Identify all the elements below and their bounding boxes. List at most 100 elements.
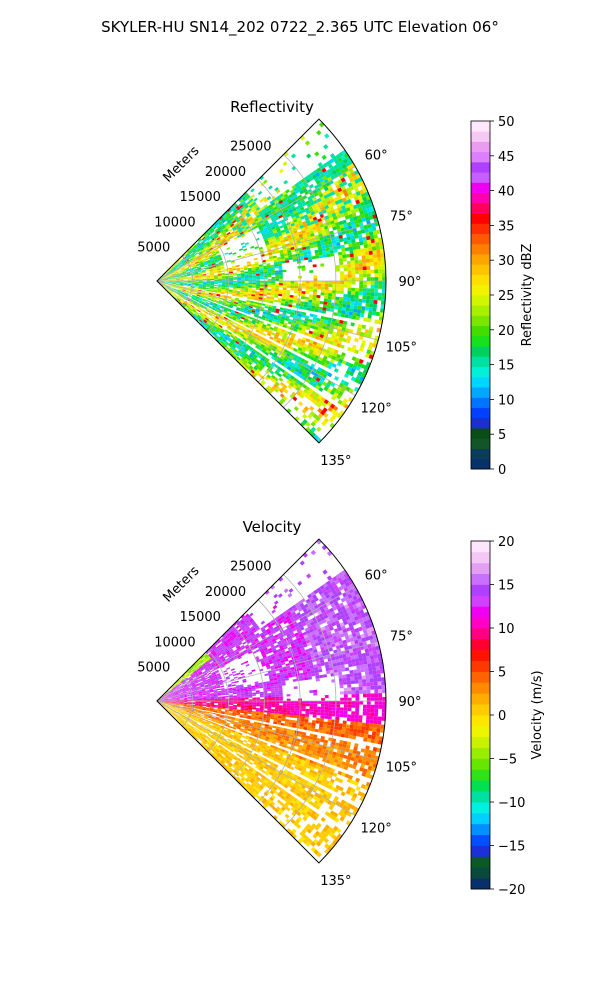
reflectivity-gate — [175, 273, 179, 276]
colorbar-swatch — [471, 161, 490, 173]
reflectivity-gate — [218, 240, 223, 244]
reflectivity-gate — [313, 283, 318, 287]
reflectivity-gate — [195, 263, 200, 266]
reflectivity-gate — [319, 223, 324, 228]
reflectivity-gate — [213, 233, 218, 237]
reflectivity-gate — [182, 262, 187, 265]
reflectivity-gate — [221, 213, 226, 218]
reflectivity-gate — [261, 232, 266, 237]
reflectivity-gate — [166, 272, 170, 275]
reflectivity-gate — [171, 273, 175, 276]
reflectivity-gate — [265, 231, 270, 235]
reflectivity-gate — [307, 205, 313, 210]
reflectivity-gate — [243, 203, 248, 208]
reflectivity-gate — [171, 274, 176, 277]
reflectivity-gate — [291, 198, 296, 203]
reflectivity-gate — [325, 207, 331, 213]
reflectivity-gate — [212, 244, 216, 248]
reflectivity-gate — [248, 274, 253, 277]
reflectivity-gate — [226, 231, 231, 236]
velocity-gate — [287, 592, 293, 598]
reflectivity-gate — [192, 249, 197, 253]
reflectivity-gate — [192, 256, 196, 259]
reflectivity-gate — [279, 283, 283, 286]
reflectivity-gate — [353, 216, 358, 221]
reflectivity-gate — [214, 283, 218, 285]
reflectivity-gate — [165, 271, 169, 274]
reflectivity-gate — [341, 205, 346, 210]
reflectivity-gate — [176, 260, 180, 264]
reflectivity-gate — [338, 300, 343, 304]
reflectivity-gate — [223, 240, 228, 244]
reflectivity-gate — [315, 255, 320, 259]
reflectivity-gate — [294, 189, 300, 194]
reflectivity-gate — [227, 219, 232, 224]
velocity-gate — [288, 588, 294, 593]
reflectivity-gate — [340, 284, 344, 288]
reflectivity-gate — [268, 185, 273, 190]
reflectivity-gate — [263, 219, 269, 224]
reflectivity-gate — [236, 286, 241, 289]
reflectivity-gate — [221, 237, 225, 241]
reflectivity-gate — [321, 199, 327, 204]
reflectivity-gate — [167, 273, 171, 276]
reflectivity-gate — [299, 182, 305, 188]
reflectivity-gate — [294, 285, 299, 289]
reflectivity-gate — [259, 212, 264, 217]
reflectivity-gate — [343, 223, 348, 228]
reflectivity-gate — [318, 200, 323, 206]
reflectivity-gate — [171, 266, 175, 269]
reflectivity-gate — [224, 210, 229, 215]
reflectivity-gate — [223, 227, 228, 231]
reflectivity-gate — [370, 222, 376, 228]
reflectivity-gate — [208, 264, 212, 267]
reflectivity-gate — [267, 204, 273, 209]
reflectivity-gate — [173, 270, 178, 273]
reflectivity-gate — [270, 293, 275, 296]
colorbar-tick-label: 25 — [498, 289, 515, 304]
reflectivity-gate — [185, 268, 190, 271]
reflectivity-gate — [206, 242, 211, 246]
reflectivity-gate — [269, 243, 274, 247]
reflectivity-gate — [316, 426, 322, 432]
reflectivity-gate — [319, 203, 325, 208]
reflectivity-gate — [322, 209, 327, 214]
reflectivity-gate — [190, 261, 195, 264]
reflectivity-gate — [178, 271, 183, 274]
reflectivity-gate — [312, 291, 317, 295]
reflectivity-gate — [279, 225, 284, 229]
reflectivity-gate — [328, 195, 334, 201]
reflectivity-gate — [301, 202, 307, 207]
reflectivity-gate — [217, 225, 222, 230]
reflectivity-gate — [191, 254, 195, 258]
reflectivity-gate — [191, 263, 196, 267]
reflectivity-gate — [261, 208, 266, 213]
reflectivity-gate — [196, 248, 201, 252]
reflectivity-gate — [185, 259, 189, 263]
reflectivity-gate — [284, 228, 289, 232]
reflectivity-gate — [293, 187, 298, 192]
reflectivity-gate — [261, 223, 266, 228]
reflectivity-gate — [292, 194, 298, 199]
reflectivity-gate — [226, 218, 231, 223]
reflectivity-gate — [315, 172, 321, 178]
reflectivity-gate — [318, 170, 324, 175]
reflectivity-gate — [215, 250, 220, 254]
reflectivity-gate — [301, 230, 306, 234]
reflectivity-gate — [166, 271, 170, 275]
reflectivity-gate — [237, 228, 243, 232]
reflectivity-gate — [210, 281, 215, 283]
reflectivity-gate — [235, 217, 240, 222]
reflectivity-gate — [192, 249, 196, 253]
reflectivity-gate — [257, 223, 262, 228]
reflectivity-gate — [200, 264, 205, 267]
colorbar-swatch — [471, 325, 490, 337]
reflectivity-gate — [295, 198, 301, 204]
reflectivity-gate — [368, 215, 374, 220]
reflectivity-gate — [326, 304, 331, 309]
reflectivity-gate — [350, 294, 355, 299]
reflectivity-gate — [301, 296, 305, 300]
reflectivity-gate — [360, 201, 365, 207]
reflectivity-gate — [194, 252, 199, 256]
reflectivity-gate — [346, 297, 351, 302]
